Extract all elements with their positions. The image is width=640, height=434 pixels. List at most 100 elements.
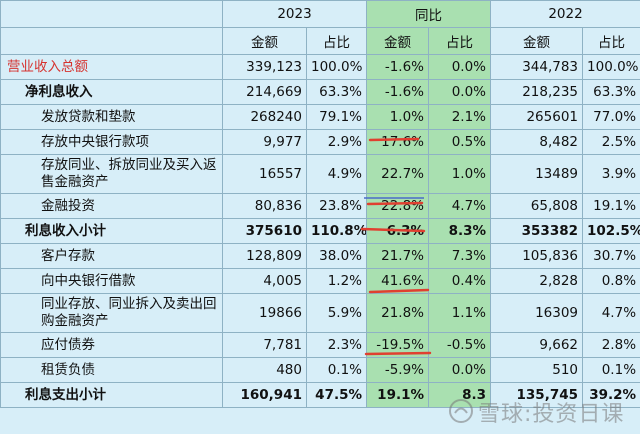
cell-amount-2022: 510 [490, 357, 584, 383]
cell-share-2023: 79.1% [305, 104, 368, 130]
row-label: 利息支出小计 [0, 382, 223, 408]
cell-share-2022: 63.3% [582, 79, 640, 105]
row-label: 同业存放、同业拆入及卖出回购金融资产 [0, 293, 223, 333]
row-label: 营业收入总额 [0, 54, 223, 80]
cell-amount-2022: 344,783 [490, 54, 584, 80]
cell-share-yoy: 7.3% [428, 243, 492, 269]
cell-amount-2023: 19866 [222, 293, 307, 333]
row-label: 金融投资 [0, 193, 223, 219]
cell-amount-yoy: 22.7% [366, 154, 430, 194]
cell-amount-yoy: 17.6% [366, 129, 430, 155]
cell-amount-2023: 339,123 [222, 54, 307, 80]
cell-share-2023: 47.5% [305, 382, 368, 408]
table-row: 同业存放、同业拆入及卖出回购金融资产 19866 5.9% 21.8% 1.1%… [0, 293, 640, 333]
cell-share-2022: 77.0% [582, 104, 640, 130]
cell-amount-2023: 4,005 [222, 268, 307, 294]
row-label: 存放同业、拆放同业及买入返售金融资产 [0, 154, 223, 194]
cell-share-2023: 23.8% [305, 193, 368, 219]
table-row: 金融投资 80,836 23.8% 22.8% 4.7% 65,808 19.1… [0, 193, 640, 219]
cell-share-yoy: 2.1% [428, 104, 492, 130]
cell-share-2022: 2.5% [582, 129, 640, 155]
col-share-yoy: 占比 [428, 27, 492, 55]
cell-amount-2022: 105,836 [490, 243, 584, 269]
cell-amount-2022: 218,235 [490, 79, 584, 105]
corner-cell [0, 0, 223, 28]
cell-share-yoy: 0.4% [428, 268, 492, 294]
row-label: 存放中央银行款项 [0, 129, 223, 155]
table-row: 向中央银行借款 4,005 1.2% 41.6% 0.4% 2,828 0.8% [0, 268, 640, 294]
header-yoy: 同比 [366, 0, 492, 28]
table-row: 利息收入小计 375610 110.8% 6.3% 8.3% 353382 10… [0, 218, 640, 244]
cell-amount-2022: 135,745 [490, 382, 584, 408]
cell-amount-2022: 13489 [490, 154, 584, 194]
cell-share-yoy: 0.0% [428, 357, 492, 383]
table-row: 营业收入总额 339,123 100.0% -1.6% 0.0% 344,783… [0, 54, 640, 80]
cell-share-2022: 3.9% [582, 154, 640, 194]
cell-share-yoy: 0.0% [428, 79, 492, 105]
cell-amount-2022: 65,808 [490, 193, 584, 219]
col-amount-2022: 金额 [490, 27, 584, 55]
cell-amount-2023: 128,809 [222, 243, 307, 269]
table-row: 利息支出小计 160,941 47.5% 19.1% 8.3 135,745 3… [0, 382, 640, 408]
cell-share-2022: 19.1% [582, 193, 640, 219]
cell-share-yoy: 1.1% [428, 293, 492, 333]
cell-share-yoy: 1.0% [428, 154, 492, 194]
cell-share-2022: 102.5% [582, 218, 640, 244]
table-row: 客户存款 128,809 38.0% 21.7% 7.3% 105,836 30… [0, 243, 640, 269]
cell-amount-2023: 7,781 [222, 332, 307, 358]
cell-amount-2022: 2,828 [490, 268, 584, 294]
table-row: 发放贷款和垫款 268240 79.1% 1.0% 2.1% 265601 77… [0, 104, 640, 130]
cell-share-yoy: 0.0% [428, 54, 492, 80]
cell-share-2023: 2.9% [305, 129, 368, 155]
header-row-years: 2023 同比 2022 [0, 0, 640, 28]
row-label: 利息收入小计 [0, 218, 223, 244]
table-row: 租赁负债 480 0.1% -5.9% 0.0% 510 0.1% [0, 357, 640, 383]
col-share-2023: 占比 [305, 27, 368, 55]
table-row: 应付债券 7,781 2.3% -19.5% -0.5% 9,662 2.8% [0, 332, 640, 358]
cell-amount-yoy: 41.6% [366, 268, 430, 294]
header-2023: 2023 [221, 0, 368, 28]
corner-cell-2 [0, 27, 223, 55]
cell-amount-yoy: 6.3% [366, 218, 430, 244]
cell-share-2022: 39.2% [582, 382, 640, 408]
cell-amount-yoy: 22.8% [366, 193, 430, 219]
cell-share-2023: 110.8% [305, 218, 368, 244]
watermark-text: 雪球:投资日课 [478, 402, 625, 427]
cell-share-2022: 30.7% [582, 243, 640, 269]
cell-amount-2023: 268240 [222, 104, 307, 130]
cell-amount-yoy: 21.8% [366, 293, 430, 333]
cell-share-2022: 0.1% [582, 357, 640, 383]
row-label: 发放贷款和垫款 [0, 104, 223, 130]
cell-share-yoy: -0.5% [428, 332, 492, 358]
cell-share-2023: 100.0% [305, 54, 368, 80]
cell-amount-yoy: 1.0% [366, 104, 430, 130]
cell-amount-2022: 9,662 [490, 332, 584, 358]
cell-share-2023: 5.9% [305, 293, 368, 333]
row-label: 客户存款 [0, 243, 223, 269]
header-row-cols: 金额 占比 金额 占比 金额 占比 [0, 27, 640, 55]
cell-amount-yoy: -19.5% [366, 332, 430, 358]
cell-share-2023: 63.3% [305, 79, 368, 105]
cell-share-yoy: 8.3% [428, 218, 492, 244]
cell-share-2023: 0.1% [305, 357, 368, 383]
cell-amount-2023: 80,836 [222, 193, 307, 219]
cell-share-2023: 2.3% [305, 332, 368, 358]
cell-share-2022: 4.7% [582, 293, 640, 333]
cell-amount-2023: 16557 [222, 154, 307, 194]
cell-share-2023: 38.0% [305, 243, 368, 269]
cell-amount-2023: 160,941 [222, 382, 307, 408]
cell-amount-2023: 480 [222, 357, 307, 383]
table-row: 存放中央银行款项 9,977 2.9% 17.6% 0.5% 8,482 2.5… [0, 129, 640, 155]
cell-share-2023: 4.9% [305, 154, 368, 194]
col-amount-2023: 金额 [222, 27, 307, 55]
cell-amount-2023: 375610 [222, 218, 307, 244]
col-share-2022: 占比 [582, 27, 640, 55]
row-label: 向中央银行借款 [0, 268, 223, 294]
cell-share-2022: 2.8% [582, 332, 640, 358]
cell-amount-2023: 214,669 [222, 79, 307, 105]
cell-amount-2022: 353382 [490, 218, 584, 244]
cell-amount-yoy: -5.9% [366, 357, 430, 383]
cell-amount-2023: 9,977 [222, 129, 307, 155]
cell-share-2023: 1.2% [305, 268, 368, 294]
